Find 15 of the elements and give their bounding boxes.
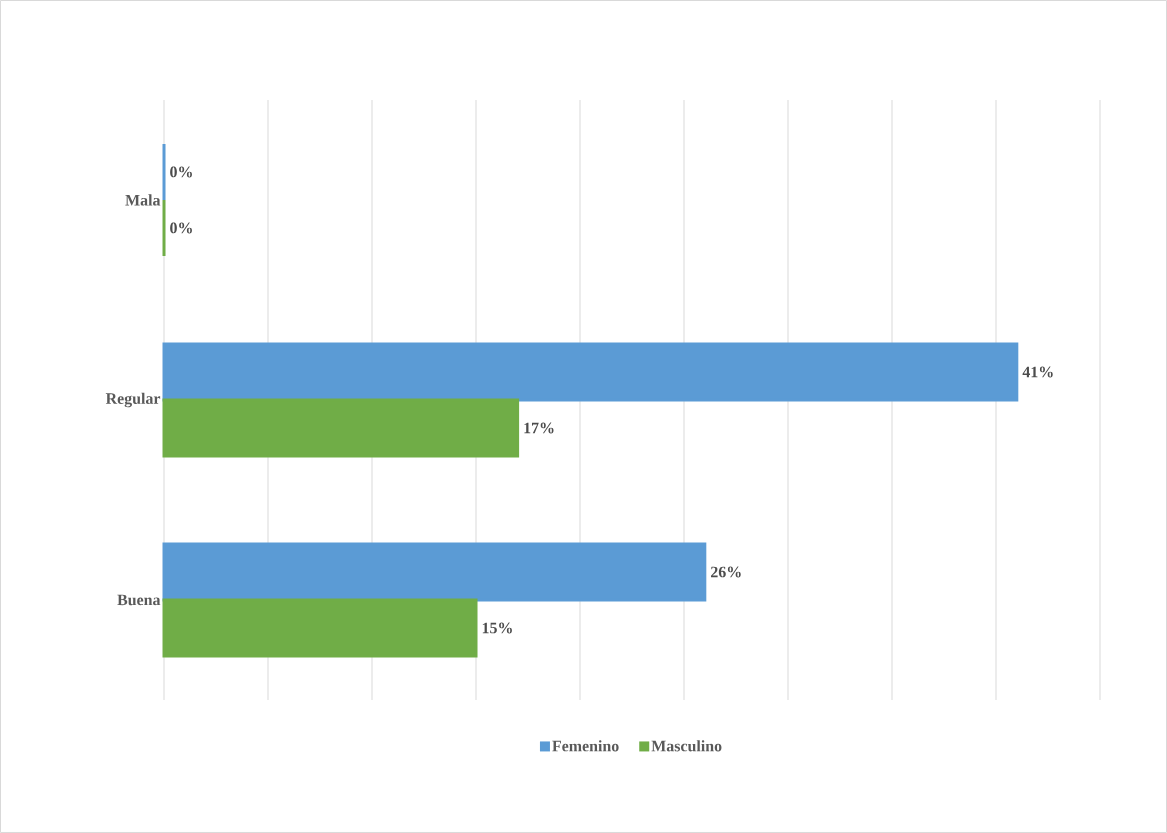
- data-label: 0%: [170, 222, 192, 234]
- data-label: 17%: [524, 422, 554, 434]
- data-label: 26%: [711, 566, 741, 578]
- bar: [162, 342, 1019, 402]
- bar: [162, 398, 520, 458]
- y-tick-label: Buena: [117, 594, 161, 606]
- bar: [162, 598, 478, 658]
- y-tick-label: Mala: [125, 194, 161, 206]
- data-label: 15%: [482, 622, 512, 634]
- data-label: 0%: [170, 166, 192, 178]
- legend-label: Masculino: [651, 740, 722, 752]
- legend-label: Femenino: [552, 740, 619, 752]
- y-tick-label: Regular: [105, 392, 161, 408]
- bar: [162, 542, 707, 602]
- data-label: 41%: [1022, 366, 1053, 378]
